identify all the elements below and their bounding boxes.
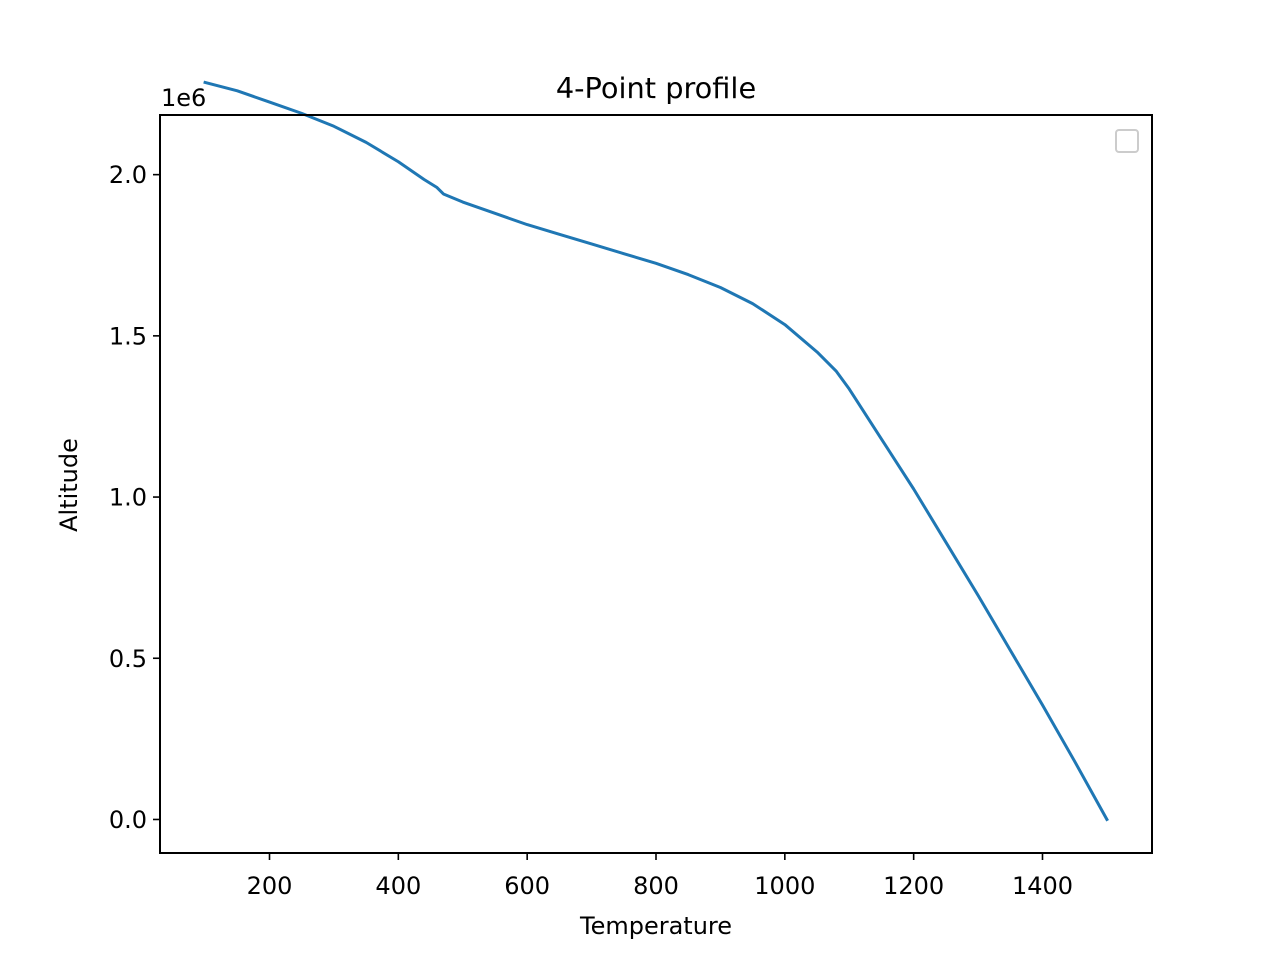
series-line-0 <box>203 80 1109 822</box>
x-tick-label: 1200 <box>883 872 944 900</box>
y-tick-label: 0.0 <box>109 806 147 834</box>
y-axis-label: Altitude <box>55 438 83 532</box>
legend-box <box>1115 129 1139 153</box>
chart-title: 4-Point profile <box>556 71 756 105</box>
y-tick-label: 1.0 <box>109 484 147 512</box>
axes: 200 400 600 800 1000 1200 1400 0.0 0.5 1.0 1.5 2.0 <box>109 114 1153 900</box>
y-tick-label: 0.5 <box>109 645 147 673</box>
x-tick-label: 800 <box>633 872 679 900</box>
plot-area <box>203 80 1109 822</box>
y-tick-label: 1.5 <box>109 322 147 350</box>
x-tick-label: 1000 <box>754 872 815 900</box>
y-axis-offset-text: 1e6 <box>161 84 206 112</box>
x-axis-label: Temperature <box>579 912 732 940</box>
x-tick-label: 600 <box>504 872 550 900</box>
x-tick-label: 400 <box>375 872 421 900</box>
y-tick-label: 2.0 <box>109 161 147 189</box>
x-tick-label: 1400 <box>1012 872 1073 900</box>
x-tick-label: 200 <box>247 872 293 900</box>
